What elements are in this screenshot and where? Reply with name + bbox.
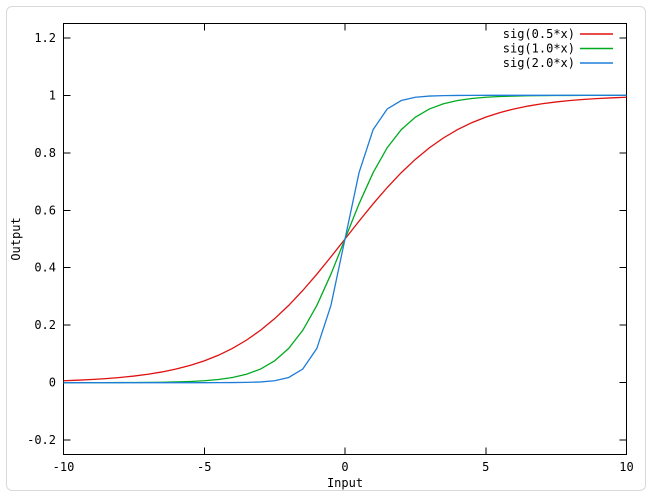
- curve-series-2: [63, 94, 627, 384]
- legend-label: sig(2.0*x): [503, 56, 575, 70]
- x-axis-title: Input: [327, 476, 363, 490]
- window-frame: [6, 6, 646, 491]
- y-tick-label: 1.2: [34, 31, 56, 45]
- y-tick-label: 1: [49, 88, 56, 102]
- x-tick-label: -10: [53, 460, 75, 474]
- y-axis-title: Output: [9, 217, 23, 260]
- x-tick-label: 10: [619, 460, 633, 474]
- y-tick-label: 0.6: [34, 203, 56, 217]
- y-tick-label: 0.8: [34, 146, 56, 160]
- y-tick-label: -0.2: [27, 433, 56, 447]
- legend-label: sig(0.5*x): [503, 27, 575, 41]
- x-tick-label: 0: [341, 460, 348, 474]
- legend: sig(0.5*x)sig(1.0*x)sig(2.0*x): [503, 27, 613, 70]
- legend-label: sig(1.0*x): [503, 42, 575, 56]
- x-tick-label: -5: [197, 460, 211, 474]
- y-tick-label: 0.2: [34, 318, 56, 332]
- y-tick-label: 0: [49, 376, 56, 390]
- y-tick-label: 0.4: [34, 261, 56, 275]
- x-tick-label: 5: [482, 460, 489, 474]
